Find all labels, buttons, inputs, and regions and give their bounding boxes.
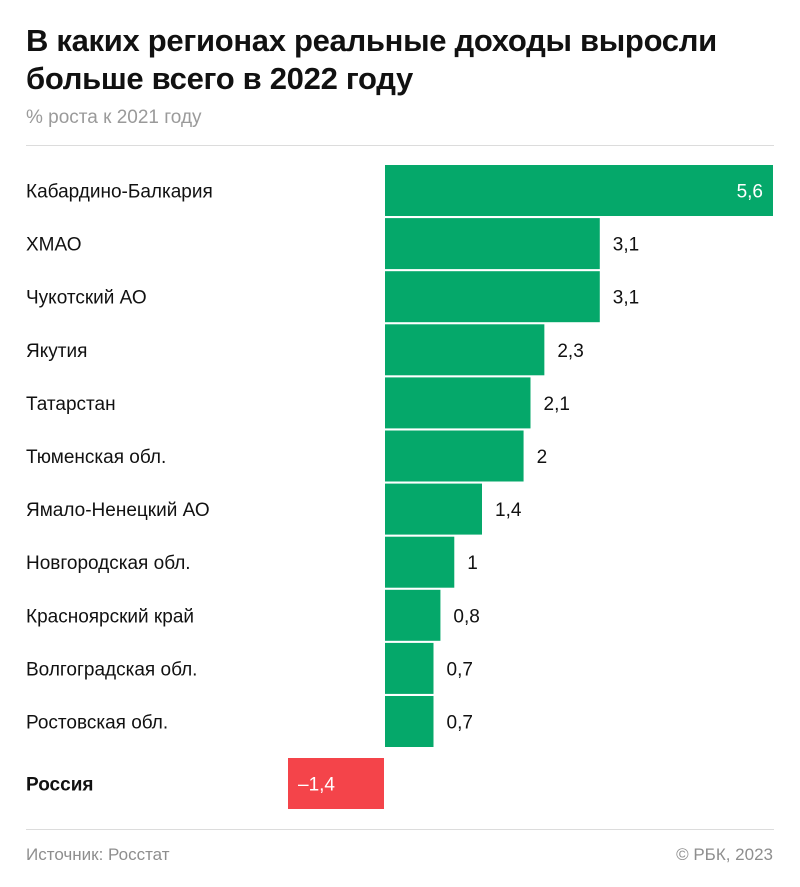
- bar: [385, 483, 482, 535]
- category-label: Волгоградская обл.: [26, 659, 197, 680]
- value-label: 0,7: [447, 659, 473, 680]
- value-label: 3,1: [613, 235, 639, 256]
- value-label: 5,6: [737, 182, 763, 203]
- category-label: Ямало-Ненецкий АО: [26, 500, 210, 521]
- source-note: Источник: Росстат: [26, 845, 170, 864]
- value-label: 1,4: [495, 500, 522, 521]
- credit-note: © РБК, 2023: [676, 845, 773, 864]
- bar: [385, 430, 524, 482]
- bar: [385, 324, 545, 376]
- bar: [385, 271, 600, 323]
- category-label: Якутия: [26, 341, 87, 362]
- category-label: Кабардино-Балкария: [26, 182, 213, 203]
- value-label: 3,1: [613, 288, 639, 309]
- bar: [385, 642, 434, 694]
- category-label: Ростовская обл.: [26, 713, 168, 734]
- category-label: Чукотский АО: [26, 288, 147, 309]
- category-label-total: Россия: [26, 775, 93, 796]
- chart-subtitle: % роста к 2021 году: [26, 107, 202, 128]
- value-label: 2,1: [544, 394, 570, 415]
- bar: [385, 589, 441, 641]
- bar: [385, 377, 531, 429]
- category-label: Татарстан: [26, 394, 116, 415]
- category-label: Новгородская обл.: [26, 553, 191, 574]
- category-label: ХМАО: [26, 235, 82, 256]
- value-label: 2,3: [557, 341, 583, 362]
- value-label: 0,7: [447, 713, 473, 734]
- bottom-divider: [26, 829, 774, 830]
- bar: [385, 536, 455, 588]
- chart-title: В каких регионах реальные доходы выросли…: [26, 23, 717, 96]
- bar: [385, 696, 434, 747]
- bar-total: [288, 758, 384, 809]
- category-label: Тюменская обл.: [26, 447, 166, 468]
- category-label: Красноярский край: [26, 606, 194, 627]
- bar: [385, 218, 600, 270]
- top-divider: [26, 145, 774, 146]
- value-label-total: –1,4: [298, 775, 335, 796]
- bar: [385, 165, 773, 216]
- value-label: 2: [537, 447, 548, 468]
- value-label: 0,8: [453, 606, 479, 627]
- value-label: 1: [467, 553, 478, 574]
